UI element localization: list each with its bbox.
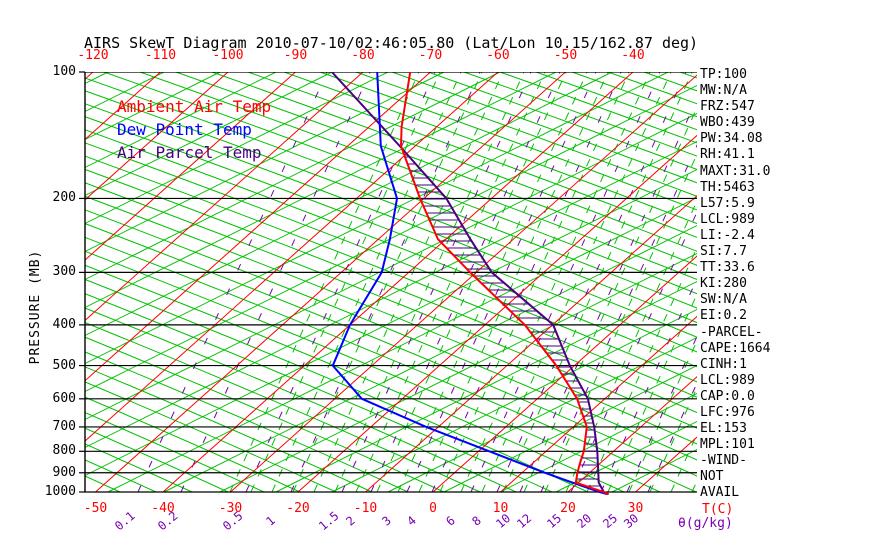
cape-hatch-area	[405, 156, 601, 487]
pressure-tick-label: 700	[52, 418, 76, 434]
mixing-axis-unit-label: θ(g/kg)	[678, 516, 733, 531]
bottom-temp-tick-label: 30	[627, 501, 644, 516]
panel-stat-line: LI:-2.4	[700, 227, 755, 243]
pressure-tick-label: 1000	[44, 484, 76, 499]
panel-stat-line: -WIND-	[700, 453, 747, 469]
pressure-tick-label: 100	[52, 64, 76, 79]
pressure-tick-label: 800	[52, 443, 76, 459]
bottom-temp-tick-label: -10	[353, 501, 378, 516]
stats-panel: TP:100 MW:N/A FRZ:547 WBO:439 PW:34.08 RH:41.…	[700, 67, 770, 502]
ambient-temp-curve	[399, 72, 610, 496]
bottom-temp-tick-label: 0	[429, 501, 437, 516]
panel-stat-line: EI:0.2	[700, 308, 747, 324]
panel-stat-line: L57:5.9	[700, 195, 755, 211]
panel-stat-line: MAXT:31.0	[700, 163, 771, 179]
parcel-temp-curve	[331, 72, 609, 496]
top-temp-tick-label: -70	[418, 48, 443, 63]
saturation-dashed-lines	[229, 72, 697, 493]
bottom-temp-tick-label: 20	[560, 501, 576, 516]
bottom-temp-tick-label: -50	[83, 501, 108, 516]
axes-frame	[79, 71, 86, 493]
panel-stat-line: NOT	[700, 469, 724, 485]
mixing-ratio-lines	[137, 72, 697, 493]
bottom-temp-tick-label: -30	[218, 501, 243, 516]
sounding-curves	[331, 72, 610, 496]
pressure-tick-label: 600	[52, 390, 76, 406]
top-temp-tick-label: -40	[621, 48, 645, 63]
panel-stat-line: LCL:989	[700, 372, 755, 388]
panel-stat-line: TP:100	[700, 67, 747, 82]
panel-stat-line: RH:41.1	[700, 147, 755, 163]
panel-stat-line: SW:N/A	[700, 292, 747, 308]
bottom-temp-tick-label: -40	[151, 501, 175, 516]
panel-stat-line: LCL:989	[700, 211, 755, 227]
panel-stat-line: KI:280	[700, 276, 747, 292]
pressure-tick-label: 200	[52, 190, 76, 206]
panel-stat-line: TT:33.6	[700, 260, 755, 276]
top-temp-tick-label: -80	[351, 48, 375, 63]
legend-item: Air Parcel Temp	[117, 143, 262, 162]
isotherm-lines	[85, 72, 697, 493]
top-temp-tick-label: -60	[486, 48, 510, 63]
panel-stat-line: MPL:101	[700, 437, 755, 453]
top-temp-tick-label: -110	[144, 48, 177, 63]
panel-stat-line: CINH:1	[700, 356, 747, 372]
top-temp-tick-label: -50	[553, 48, 578, 63]
panel-stat-line: AVAIL	[700, 485, 740, 501]
bottom-temp-tick-label: -20	[286, 501, 310, 516]
legend-item: Ambient Air Temp	[117, 97, 272, 116]
pressure-tick-label: 500	[52, 357, 76, 373]
chart-title: AIRS SkewT Diagram 2010-07-10/02:46:05.8…	[84, 34, 699, 52]
panel-stat-line: PW:34.08	[700, 131, 763, 147]
pressure-tick-label: 900	[52, 464, 76, 480]
panel-stat-line: LFC:976	[700, 404, 755, 420]
top-temp-tick-label: -90	[283, 48, 308, 63]
dry-adiabat-lines	[85, 72, 697, 493]
temp-axis-unit-label: T(C)	[702, 502, 734, 517]
top-temp-tick-label: -120	[77, 48, 109, 63]
top-temp-tick-label: -100	[212, 48, 244, 63]
pressure-tick-label: 400	[52, 316, 76, 332]
panel-stat-line: TH:5463	[700, 179, 755, 195]
panel-stat-line: MW:N/A	[700, 83, 747, 99]
pressure-tick-label: 300	[52, 264, 76, 280]
bottom-temp-tick-label: 10	[492, 501, 509, 516]
panel-stat-line: CAP:0.0	[700, 388, 755, 404]
legend-item: Dew Point Temp	[117, 120, 252, 139]
panel-stat-line: WBO:439	[700, 115, 755, 131]
panel-stat-line: -PARCEL-	[700, 324, 763, 340]
panel-stat-line: FRZ:547	[700, 99, 755, 115]
panel-stat-line: SI:7.7	[700, 244, 747, 260]
panel-stat-line: EL:153	[700, 421, 747, 437]
panel-stat-line: CAPE:1664	[700, 340, 771, 356]
dew-point-curve	[331, 72, 608, 496]
